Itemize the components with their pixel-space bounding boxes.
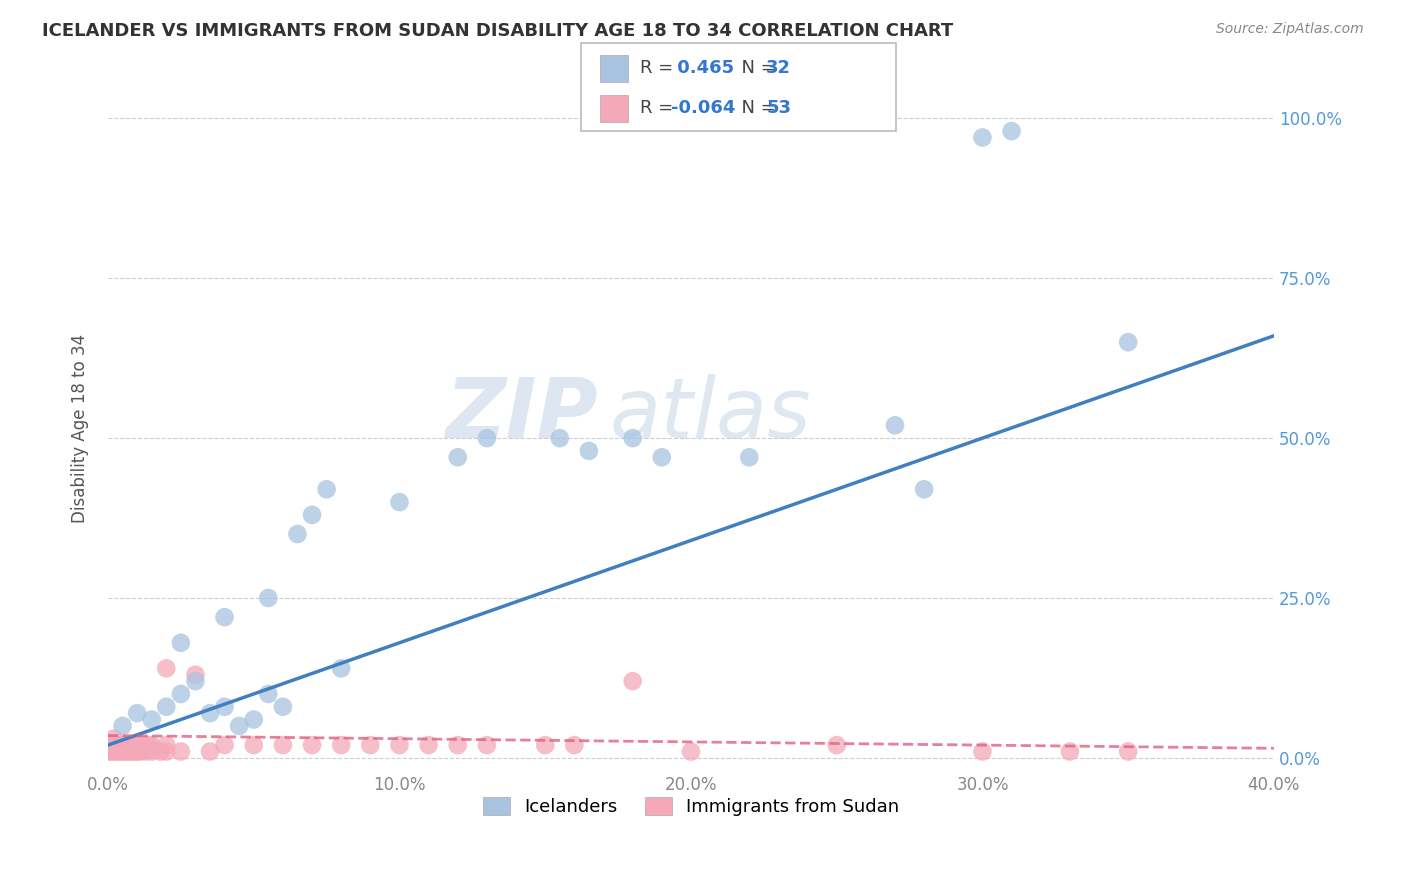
Point: [132, 738, 155, 752]
Text: -0.064: -0.064: [671, 99, 735, 117]
Point: [198, 706, 221, 720]
Point: [912, 483, 935, 497]
Text: N =: N =: [730, 60, 782, 78]
Point: [111, 719, 134, 733]
Point: [117, 738, 139, 752]
Point: [184, 667, 207, 681]
Point: [330, 738, 353, 752]
Point: [127, 744, 149, 758]
Point: [301, 738, 323, 752]
Point: [127, 738, 149, 752]
Point: [388, 495, 411, 509]
Point: [111, 744, 134, 758]
Point: [621, 431, 644, 445]
Point: [825, 738, 848, 752]
Point: [1000, 124, 1022, 138]
Point: [127, 706, 149, 720]
Point: [242, 713, 264, 727]
Point: [1059, 744, 1081, 758]
Point: [418, 738, 440, 752]
Point: [884, 418, 907, 433]
Text: 53: 53: [766, 99, 792, 117]
Point: [108, 744, 131, 758]
Point: [271, 738, 294, 752]
Text: R =: R =: [640, 99, 679, 117]
Point: [170, 687, 193, 701]
Point: [257, 687, 280, 701]
Point: [155, 661, 177, 675]
Point: [103, 731, 125, 746]
Point: [122, 744, 145, 758]
Point: [1116, 744, 1139, 758]
Text: 32: 32: [766, 60, 792, 78]
Point: [129, 744, 152, 758]
Point: [242, 738, 264, 752]
Point: [117, 744, 139, 758]
Point: [120, 738, 142, 752]
Point: [738, 450, 761, 465]
Point: [578, 444, 600, 458]
Point: [138, 738, 160, 752]
Point: [111, 738, 134, 752]
Point: [228, 719, 250, 733]
Point: [475, 738, 498, 752]
Point: [155, 744, 177, 758]
Point: [972, 744, 994, 758]
Point: [447, 738, 470, 752]
Point: [97, 744, 120, 758]
Point: [120, 744, 142, 758]
Point: [141, 744, 163, 758]
Text: N =: N =: [730, 99, 782, 117]
Point: [141, 738, 163, 752]
Point: [388, 738, 411, 752]
Point: [149, 744, 172, 758]
Point: [114, 744, 136, 758]
Point: [271, 699, 294, 714]
Point: [475, 431, 498, 445]
Point: [447, 450, 470, 465]
Text: ICELANDER VS IMMIGRANTS FROM SUDAN DISABILITY AGE 18 TO 34 CORRELATION CHART: ICELANDER VS IMMIGRANTS FROM SUDAN DISAB…: [42, 22, 953, 40]
Point: [679, 744, 702, 758]
Point: [287, 527, 309, 541]
Text: 0.465: 0.465: [671, 60, 734, 78]
Point: [301, 508, 323, 522]
Y-axis label: Disability Age 18 to 34: Disability Age 18 to 34: [72, 334, 89, 523]
Point: [184, 674, 207, 689]
Point: [100, 738, 122, 752]
Point: [170, 744, 193, 758]
Text: R =: R =: [640, 60, 679, 78]
Point: [359, 738, 381, 752]
Point: [330, 661, 353, 675]
Point: [114, 738, 136, 752]
Point: [155, 699, 177, 714]
Point: [972, 130, 994, 145]
Point: [100, 744, 122, 758]
Point: [1116, 335, 1139, 350]
Point: [135, 744, 157, 758]
Point: [214, 699, 236, 714]
Point: [651, 450, 673, 465]
Point: [105, 738, 128, 752]
Text: atlas: atlas: [609, 375, 811, 455]
Point: [214, 610, 236, 624]
Point: [155, 738, 177, 752]
Point: [97, 738, 120, 752]
Point: [564, 738, 586, 752]
Point: [122, 738, 145, 752]
Point: [257, 591, 280, 605]
Point: [534, 738, 557, 752]
Legend: Icelanders, Immigrants from Sudan: Icelanders, Immigrants from Sudan: [475, 789, 907, 823]
Point: [170, 636, 193, 650]
Point: [141, 713, 163, 727]
Point: [621, 674, 644, 689]
Point: [315, 483, 337, 497]
Text: Source: ZipAtlas.com: Source: ZipAtlas.com: [1216, 22, 1364, 37]
Point: [198, 744, 221, 758]
Point: [214, 738, 236, 752]
Text: ZIP: ZIP: [446, 375, 598, 455]
Point: [105, 744, 128, 758]
Point: [103, 744, 125, 758]
Point: [548, 431, 571, 445]
Point: [108, 738, 131, 752]
